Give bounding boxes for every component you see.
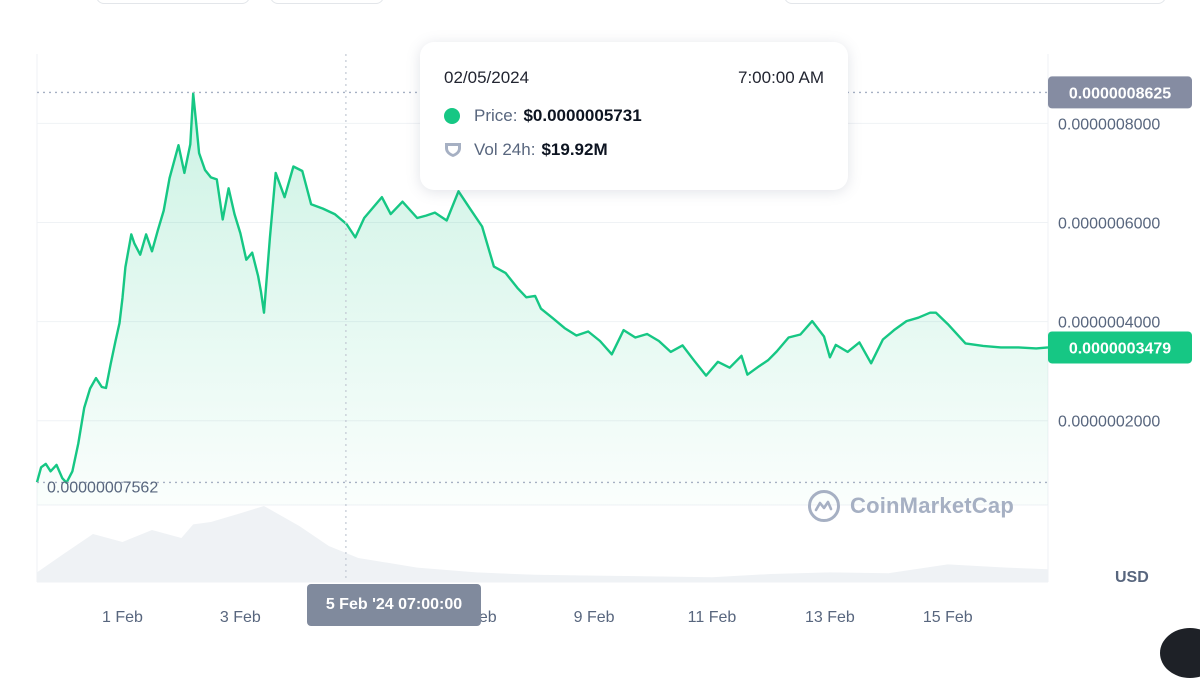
high-price-tag-text: 0.0000008625 [1069, 85, 1171, 102]
tooltip-price-label: Price: [474, 106, 518, 125]
tooltip-time: 7:00:00 AM [737, 68, 824, 87]
low-price-label: 0.00000007562 [47, 479, 158, 496]
tooltip-vol-label: Vol 24h: [474, 140, 536, 159]
volume-area-path [37, 506, 1048, 582]
tooltip-date: 02/05/2024 [444, 68, 530, 87]
x-tick-label-7: 15 Feb [923, 609, 973, 626]
price-tags: 0.0000008625 0.0000003479 [1048, 76, 1192, 364]
current-price-tag-bg [1048, 331, 1192, 364]
coinmarketcap-watermark: CoinMarketCap [808, 490, 1014, 522]
price-area-fill [37, 93, 1048, 505]
coinmarketcap-logo-icon [808, 490, 840, 522]
x-tick-label-1: 3 Feb [220, 609, 261, 626]
y-axis: 0.0000008000 0.0000006000 0.0000004000 0.00… [1058, 116, 1160, 430]
y-tick-label-2: 0.0000004000 [1058, 315, 1160, 332]
y-tick-label-0: 0.0000008000 [1058, 116, 1160, 133]
price-dot-icon [444, 108, 460, 124]
price-area [35, 92, 1049, 505]
high-price-tag-bg [1048, 76, 1192, 109]
x-tick-label-0: 1 Feb [102, 609, 143, 626]
y-tick-label-3: 0.0000002000 [1058, 414, 1160, 431]
currency-label: USD [1115, 569, 1149, 586]
volume-shield-icon [445, 143, 461, 157]
crosshair-time-label: 5 Feb '24 07:00:00 [307, 584, 481, 626]
price-chart[interactable]: 0.00000007562 0.00000080000.00000060000.… [0, 0, 1200, 650]
watermark-text: CoinMarketCap [850, 493, 1014, 518]
current-price-tag-text: 0.0000003479 [1069, 340, 1171, 357]
tooltip-vol-value: $19.92M [541, 140, 608, 159]
chart-tooltip: 02/05/2024 7:00:00 AM Price: $0.00000057… [420, 42, 848, 190]
x-tick-label-5: 11 Feb [688, 609, 737, 626]
x-tick-label-4: 9 Feb [574, 609, 615, 626]
y-tick-label-1: 0.0000006000 [1058, 216, 1160, 233]
volume-area [37, 506, 1048, 582]
price-line [35, 92, 1049, 484]
x-tick-label-6: 13 Feb [805, 609, 855, 626]
tooltip-price-value: $0.0000005731 [523, 106, 642, 125]
